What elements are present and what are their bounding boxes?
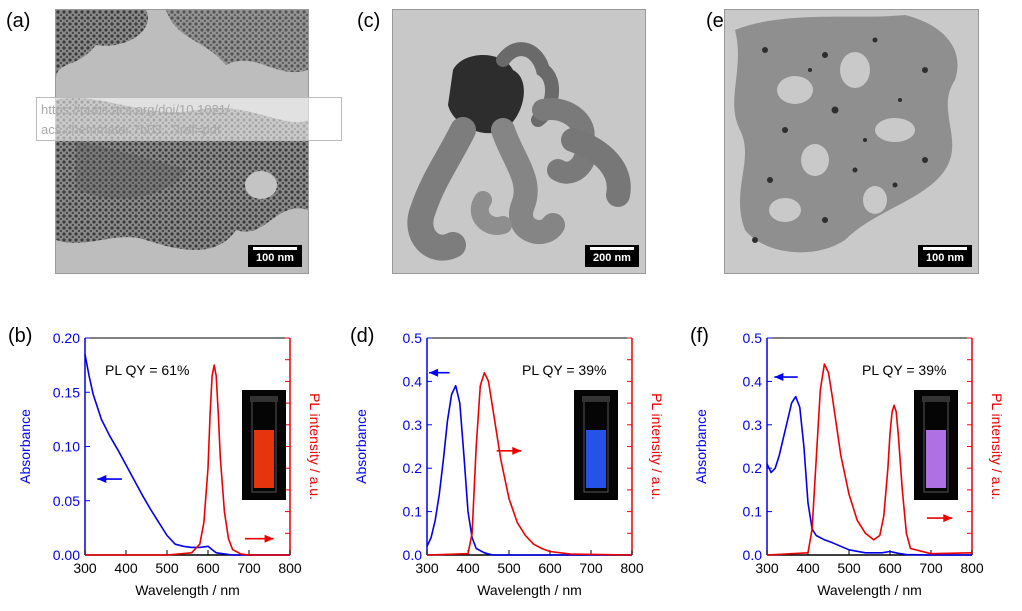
x-axis-label-f: Wavelength / nm <box>817 582 922 598</box>
y-axis-label-right-b: PL intensity / a.u. <box>307 393 323 500</box>
panel-label-d: (d) <box>350 325 374 347</box>
chart-f: (f) 300 400 500 600 700 800 0.0 0.1 0.2 0.3 0.4 0.5 W… <box>690 325 1005 598</box>
vial-photo-b <box>242 390 286 500</box>
pl-qy-annotation-d: PL QY = 39% <box>522 362 606 378</box>
x-tick-label-d-4: 700 <box>579 560 603 576</box>
y-tick-label-d-5: 0.5 <box>403 330 423 346</box>
x-tick-label-f-0: 300 <box>755 560 779 576</box>
axis-arrow-left-f <box>774 373 798 382</box>
vial-photo-d <box>574 390 618 500</box>
watermark-line-1: https://pubs.acs.org/doi/10.1021/ <box>41 102 230 117</box>
vial-photo-f <box>914 390 958 500</box>
x-tick-label-d-2: 500 <box>497 560 521 576</box>
y-tick-label-b-3: 0.15 <box>53 384 80 400</box>
y-tick-label-f-4: 0.4 <box>743 373 763 389</box>
y-tick-label-d-1: 0.1 <box>403 504 423 520</box>
axis-arrow-right-d <box>496 446 522 455</box>
pl-line-d <box>426 371 633 556</box>
y-tick-label-b-0: 0.00 <box>53 547 80 563</box>
url-watermark: https://pubs.acs.org/doi/10.1021/ acs.ch… <box>36 97 342 141</box>
watermark-line-2: acs.chemmater.7b03...?ref=pdf <box>41 122 221 137</box>
scale-bar-text-c: 200 nm <box>593 252 631 264</box>
x-tick-label-d-5: 800 <box>620 560 644 576</box>
x-tick-label-b-3: 600 <box>196 560 220 576</box>
y-tick-label-f-2: 0.2 <box>743 460 763 476</box>
y-tick-label-b-4: 0.20 <box>53 330 80 346</box>
axis-arrow-left-b <box>97 475 122 484</box>
x-tick-label-d-0: 300 <box>415 560 439 576</box>
tem-image-e: 100 nm <box>724 9 979 274</box>
scale-bar-a: 100 nm <box>248 245 302 267</box>
chart-d: (d) 300 400 500 600 700 800 0.0 0.1 0.2 0.3 0.4 0.5 W… <box>350 325 665 598</box>
panel-label-f: (f) <box>690 325 709 347</box>
absorbance-line-f <box>766 395 972 556</box>
x-tick-label-d-3: 600 <box>538 560 562 576</box>
chart-b: (b) 300 400 500 600 700 800 0.00 0.05 0.10 0.15 0.2… <box>8 325 323 598</box>
axis-arrow-left-d <box>429 368 450 377</box>
y-axis-label-left-d: Absorbance <box>353 409 369 484</box>
x-tick-label-d-1: 400 <box>456 560 480 576</box>
tem-micrograph-e <box>725 10 978 273</box>
axis-arrow-right-f <box>926 514 953 523</box>
y-tick-label-f-3: 0.3 <box>743 417 763 433</box>
y-tick-label-d-4: 0.4 <box>403 373 423 389</box>
tem-image-a: 100 nm <box>55 9 309 274</box>
x-tick-label-f-2: 500 <box>837 560 861 576</box>
y-tick-label-d-2: 0.2 <box>403 460 423 476</box>
axis-arrow-right-b <box>244 534 274 543</box>
scale-bar-c: 200 nm <box>585 245 639 267</box>
panel-label-a: (a) <box>6 10 31 32</box>
x-tick-label-b-2: 500 <box>155 560 179 576</box>
pl-line-b <box>85 364 290 556</box>
x-tick-label-f-1: 400 <box>796 560 820 576</box>
x-tick-label-b-1: 400 <box>114 560 138 576</box>
x-tick-label-f-4: 700 <box>919 560 943 576</box>
scale-bar-text-e: 100 nm <box>926 252 964 264</box>
y-tick-label-d-0: 0.0 <box>403 547 423 563</box>
x-axis-label-d: Wavelength / nm <box>477 582 582 598</box>
x-tick-label-f-3: 600 <box>878 560 902 576</box>
pl-qy-annotation-f: PL QY = 39% <box>862 362 946 378</box>
x-tick-label-b-5: 800 <box>278 560 302 576</box>
y-tick-label-d-3: 0.3 <box>403 417 423 433</box>
panel-label-b: (b) <box>8 325 32 347</box>
pl-line-f <box>766 363 973 556</box>
x-axis-label-b: Wavelength / nm <box>135 582 240 598</box>
x-tick-label-b-4: 700 <box>237 560 261 576</box>
tem-micrograph-c <box>393 10 645 273</box>
tem-image-c: 200 nm <box>392 9 646 274</box>
tem-micrograph-a <box>56 10 308 273</box>
x-tick-label-f-5: 800 <box>960 560 984 576</box>
scale-bar-e: 100 nm <box>918 245 972 267</box>
y-tick-label-b-1: 0.05 <box>53 493 80 509</box>
y-axis-label-right-d: PL intensity / a.u. <box>649 393 665 500</box>
panel-label-c: (c) <box>357 10 381 32</box>
y-axis-label-left-f: Absorbance <box>693 409 709 484</box>
y-tick-label-b-2: 0.10 <box>53 439 80 455</box>
y-tick-label-f-0: 0.0 <box>743 547 763 563</box>
absorbance-line-b <box>84 354 290 556</box>
scale-bar-text-a: 100 nm <box>256 252 294 264</box>
y-axis-label-right-f: PL intensity / a.u. <box>989 393 1005 500</box>
y-axis-label-left-b: Absorbance <box>17 409 33 484</box>
x-tick-label-b-0: 300 <box>73 560 97 576</box>
pl-qy-annotation-b: PL QY = 61% <box>105 362 189 378</box>
y-tick-label-f-5: 0.5 <box>743 330 763 346</box>
y-tick-label-f-1: 0.1 <box>743 504 763 520</box>
absorbance-line-d <box>426 384 632 556</box>
